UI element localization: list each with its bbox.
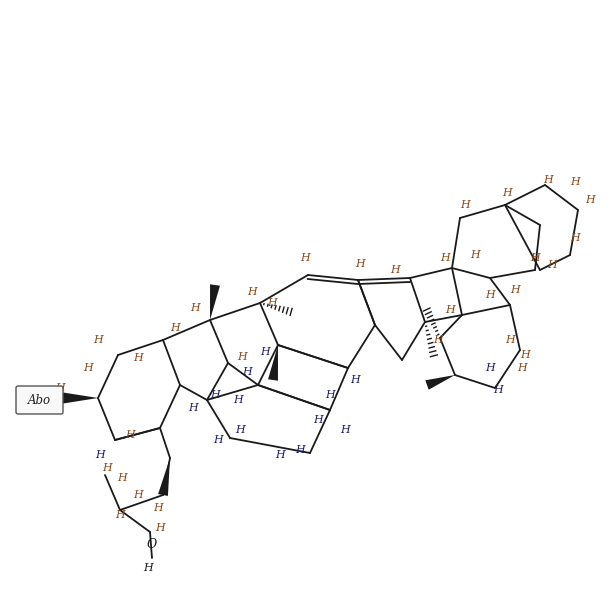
Text: H: H [530, 253, 540, 263]
Text: H: H [313, 415, 323, 425]
Text: H: H [188, 403, 198, 413]
Polygon shape [425, 375, 455, 390]
Polygon shape [158, 458, 170, 496]
Text: H: H [115, 510, 125, 520]
Text: H: H [350, 375, 360, 385]
Text: H: H [143, 563, 153, 573]
Text: H: H [93, 335, 103, 345]
Text: H: H [485, 363, 495, 373]
Polygon shape [268, 345, 278, 381]
Text: O: O [147, 539, 157, 551]
Text: H: H [102, 463, 112, 473]
Text: Abo: Abo [28, 393, 50, 406]
Text: H: H [570, 233, 580, 243]
Text: H: H [170, 323, 180, 333]
Text: H: H [275, 450, 285, 460]
Text: H: H [470, 250, 480, 260]
Text: H: H [210, 390, 220, 400]
Text: H: H [493, 385, 503, 395]
Text: H: H [485, 290, 495, 300]
Text: H: H [247, 287, 257, 297]
Text: H: H [95, 450, 105, 460]
Text: H: H [235, 425, 245, 435]
Text: H: H [55, 383, 65, 393]
Text: H: H [267, 298, 277, 308]
Text: H: H [340, 425, 350, 435]
Text: H: H [585, 195, 595, 205]
Text: H: H [547, 260, 557, 270]
Text: H: H [325, 390, 335, 400]
Text: H: H [300, 253, 310, 263]
Text: H: H [390, 265, 400, 275]
Text: H: H [445, 305, 455, 315]
Text: H: H [570, 177, 580, 187]
Polygon shape [210, 285, 220, 320]
Text: H: H [133, 490, 143, 500]
Text: H: H [460, 200, 470, 210]
Text: H: H [83, 363, 93, 373]
Text: H: H [213, 435, 223, 445]
Text: H: H [433, 335, 443, 345]
Text: H: H [155, 523, 165, 533]
Text: H: H [505, 335, 515, 345]
Text: H: H [520, 350, 530, 360]
Text: H: H [543, 175, 553, 185]
Polygon shape [60, 392, 98, 404]
Text: H: H [502, 188, 512, 198]
Text: H: H [295, 445, 305, 455]
Text: H: H [242, 367, 252, 377]
Text: H: H [237, 352, 247, 362]
Text: H: H [233, 395, 243, 405]
FancyBboxPatch shape [16, 386, 63, 414]
Text: H: H [117, 473, 127, 483]
Text: H: H [260, 347, 270, 357]
Text: H: H [355, 259, 365, 269]
Text: H: H [133, 353, 143, 363]
Text: H: H [517, 363, 527, 373]
Text: H: H [440, 253, 450, 263]
Text: H: H [125, 430, 135, 440]
Text: H: H [190, 303, 200, 313]
Text: H: H [153, 503, 163, 513]
Text: H: H [510, 285, 520, 295]
